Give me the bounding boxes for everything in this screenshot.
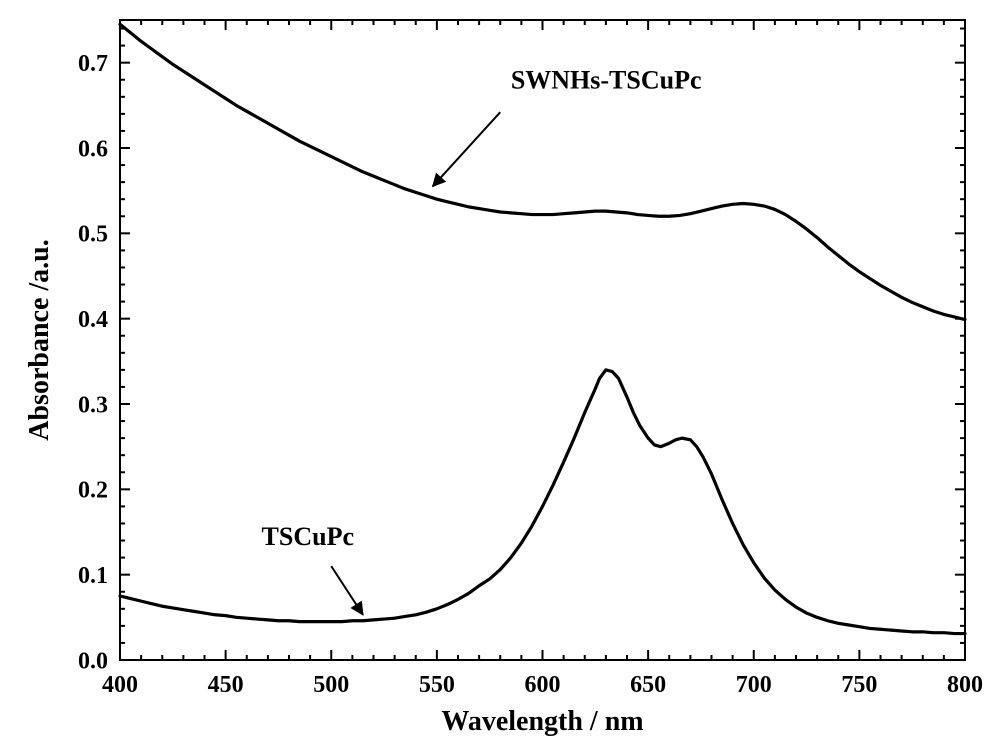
x-tick-label: 400 [102,672,138,698]
x-tick-label: 800 [947,672,983,698]
chart-background [0,0,1000,742]
y-tick-label: 0.2 [78,478,108,504]
x-tick-label: 500 [313,672,349,698]
x-axis-title: Wavelength / nm [441,706,643,737]
y-tick-label: 0.1 [78,563,108,589]
annotation-swnhs-label: SWNHs-TSCuPc [511,65,702,94]
x-tick-label: 750 [841,672,877,698]
y-tick-label: 0.3 [78,392,108,418]
x-tick-label: 600 [525,672,561,698]
y-tick-label: 0.0 [78,648,108,674]
chart-container: 400 450 500 550 600 650 700 750 800 0.0 0.1 0.2 0.3 0… [0,0,1000,742]
y-tick-label: 0.7 [78,51,108,77]
x-tick-label: 450 [208,672,244,698]
x-tick-label: 550 [419,672,455,698]
x-tick-label: 650 [630,672,666,698]
y-axis-title: Absorbance /a.u. [24,239,55,440]
annotation-tscupc-label: TSCuPc [262,522,354,551]
y-tick-label: 0.4 [78,307,108,333]
absorbance-chart: 400 450 500 550 600 650 700 750 800 0.0 0.1 0.2 0.3 0… [0,0,1000,742]
y-tick-label: 0.6 [78,136,108,162]
y-tick-label: 0.5 [78,222,108,248]
x-tick-label: 700 [736,672,772,698]
